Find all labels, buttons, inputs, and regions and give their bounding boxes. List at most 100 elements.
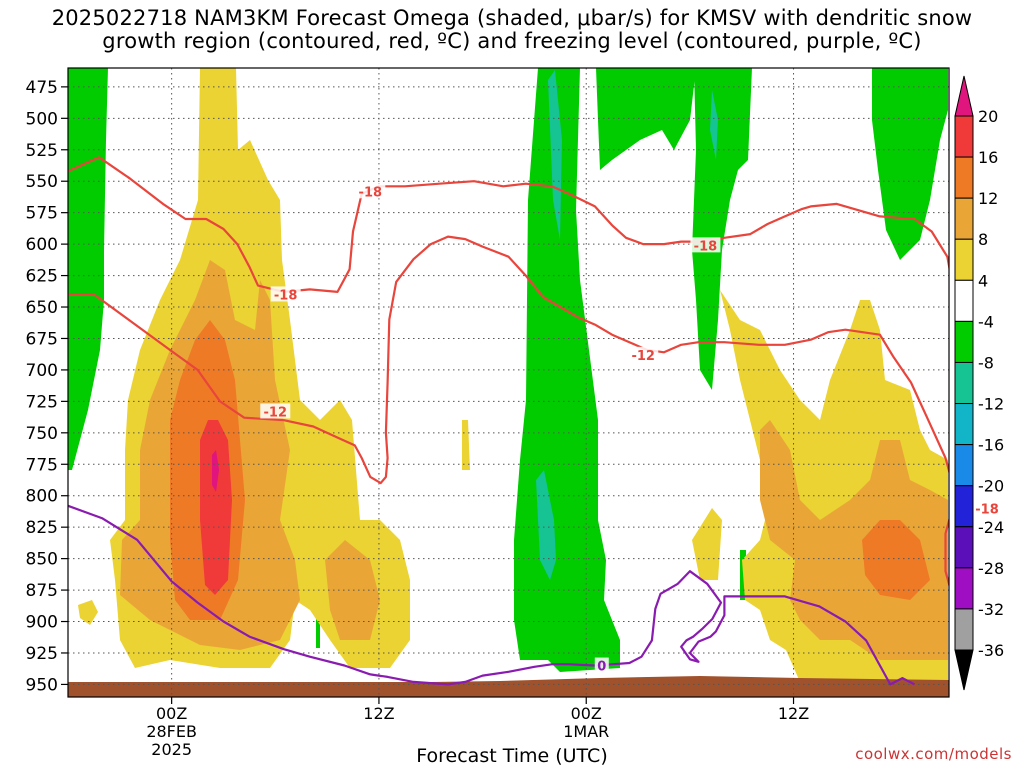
- freezing-level-contour-line: [68, 504, 916, 686]
- colorbar-bin: [954, 156, 974, 199]
- chart-title-line1: 2025022718 NAM3KM Forecast Omega (shaded…: [51, 6, 973, 30]
- colorbar-bin: [954, 485, 974, 528]
- omega-yellow-area-small-3: [692, 508, 722, 580]
- contour-label: -18: [694, 239, 718, 254]
- omega-shading: [68, 68, 949, 697]
- contour-label: -18: [975, 502, 999, 517]
- colorbar-bin: [954, 320, 974, 363]
- y-tick-label: 925: [26, 644, 58, 664]
- colorbar-bin: [954, 115, 974, 158]
- contour-label-bg: [690, 237, 721, 253]
- y-axis: 475 500 525 550 575 600 625 650 675 700 725 750 775 8…: [26, 78, 68, 695]
- contours: [68, 156, 949, 686]
- colorbar-level-label: -28: [978, 559, 1004, 578]
- x-tick-label: 12Z: [363, 704, 394, 723]
- colorbar-bottom-arrow: [954, 649, 974, 691]
- plot-area: -18 -18 -18 -12 -12 -18 0: [67, 67, 1003, 698]
- omega-green-area-right: [872, 68, 948, 260]
- colorbar-level-label: 8: [978, 230, 988, 249]
- credit-text[interactable]: coolwx.com/models: [855, 745, 1012, 763]
- y-tick-label: 875: [26, 581, 58, 601]
- colorbar-level-label: 4: [978, 271, 988, 290]
- x-axis-title: Forecast Time (UTC): [416, 745, 608, 767]
- omega-green-area-right-mid: [692, 68, 752, 390]
- contour-label-bg: [260, 403, 291, 419]
- y-tick-label: 825: [26, 518, 58, 538]
- colorbar-level-label: -16: [978, 436, 1004, 455]
- gridlines: [68, 68, 949, 697]
- y-tick-label: 525: [26, 141, 58, 161]
- contour-label-bg: [355, 183, 386, 199]
- y-tick-label: 550: [26, 172, 58, 192]
- omega-orange-area-left-2: [325, 540, 380, 640]
- omega-magenta-area-left: [212, 450, 219, 492]
- y-tick-label: 750: [26, 424, 58, 444]
- chart-title-line2: growth region (contoured, red, ºC) and f…: [102, 29, 922, 53]
- colorbar-bin: [954, 608, 974, 651]
- contour-label: -18: [274, 288, 298, 303]
- contour-label: -12: [631, 349, 655, 364]
- colorbar-bin: [954, 403, 974, 446]
- omega-teal-area-center-2: [548, 70, 562, 240]
- ground-surface-bump: [68, 676, 949, 697]
- contour-labels: -18 -18 -18 -12 -12 -18 0: [260, 183, 1003, 675]
- colorbar-level-label: -4: [978, 312, 994, 331]
- dgz-contour-line: [68, 235, 949, 589]
- x-tick-label: 00Z: [156, 704, 187, 723]
- colorbar-top-arrow: [954, 75, 974, 117]
- omega-green-area-left-2: [68, 300, 82, 440]
- colorbar-bin: [954, 361, 974, 405]
- omega-orange-area-right: [760, 420, 948, 660]
- y-tick-label: 625: [26, 267, 58, 287]
- y-tick-label: 475: [26, 78, 58, 98]
- colorbar-level-label: -24: [978, 518, 1004, 537]
- colorbar-level-label: -8: [978, 353, 994, 372]
- contour-label: 0: [597, 660, 606, 675]
- contour-label: -18: [359, 185, 383, 200]
- omega-teal-area-right-mid: [710, 90, 718, 160]
- y-tick-label: 775: [26, 455, 58, 475]
- colorbar-level-label: -20: [978, 477, 1004, 496]
- y-tick-label: 600: [26, 235, 58, 255]
- colorbar-level-label: -36: [978, 641, 1004, 660]
- contour-label-bg: [594, 657, 609, 673]
- y-tick-label: 675: [26, 329, 58, 349]
- plot-frame: [67, 67, 950, 698]
- colorbar-level-label: -12: [978, 395, 1004, 414]
- contour-label: -12: [264, 405, 288, 420]
- colorbar-level-label: 12: [978, 189, 998, 208]
- y-tick-label: 900: [26, 613, 58, 633]
- x-tick-year-label: 2025: [151, 740, 192, 759]
- contour-label-bg: [270, 286, 301, 302]
- omega-green-area-upper-mid: [596, 68, 696, 170]
- y-tick-label: 850: [26, 550, 58, 570]
- colorbar-bin: [954, 238, 974, 281]
- colorbar-bin: [954, 197, 974, 240]
- colorbar: 20 16 12 8 4 -4 -8 -12 -16 -20 -24 -28 -32 -36: [954, 75, 1004, 691]
- dgz-contour-line: [68, 156, 949, 293]
- x-tick-label: 12Z: [778, 704, 809, 723]
- colorbar-bin: [954, 526, 974, 569]
- omega-orange2-area-right: [862, 520, 930, 600]
- y-tick-label: 700: [26, 361, 58, 381]
- colorbar-bin: [954, 567, 974, 610]
- x-tick-date-label: 28FEB: [146, 722, 197, 741]
- colorbar-level-label: 16: [978, 148, 998, 167]
- colorbar-level-label: 20: [978, 107, 998, 126]
- contour-label-bg: [972, 500, 1003, 516]
- colorbar-level-label: -32: [978, 600, 1004, 619]
- omega-yellow-area-small-1: [78, 600, 98, 625]
- y-tick-label: 650: [26, 298, 58, 318]
- y-tick-label: 950: [26, 675, 58, 695]
- y-tick-label: 575: [26, 204, 58, 224]
- x-tick-date-label: 1MAR: [563, 722, 609, 741]
- x-tick-label: 00Z: [571, 704, 602, 723]
- omega-red-area-left: [200, 420, 232, 595]
- y-tick-label: 800: [26, 487, 58, 507]
- y-tick-label: 725: [26, 392, 58, 412]
- y-tick-label: 500: [26, 109, 58, 129]
- colorbar-bin: [954, 279, 974, 322]
- colorbar-bin: [954, 444, 974, 487]
